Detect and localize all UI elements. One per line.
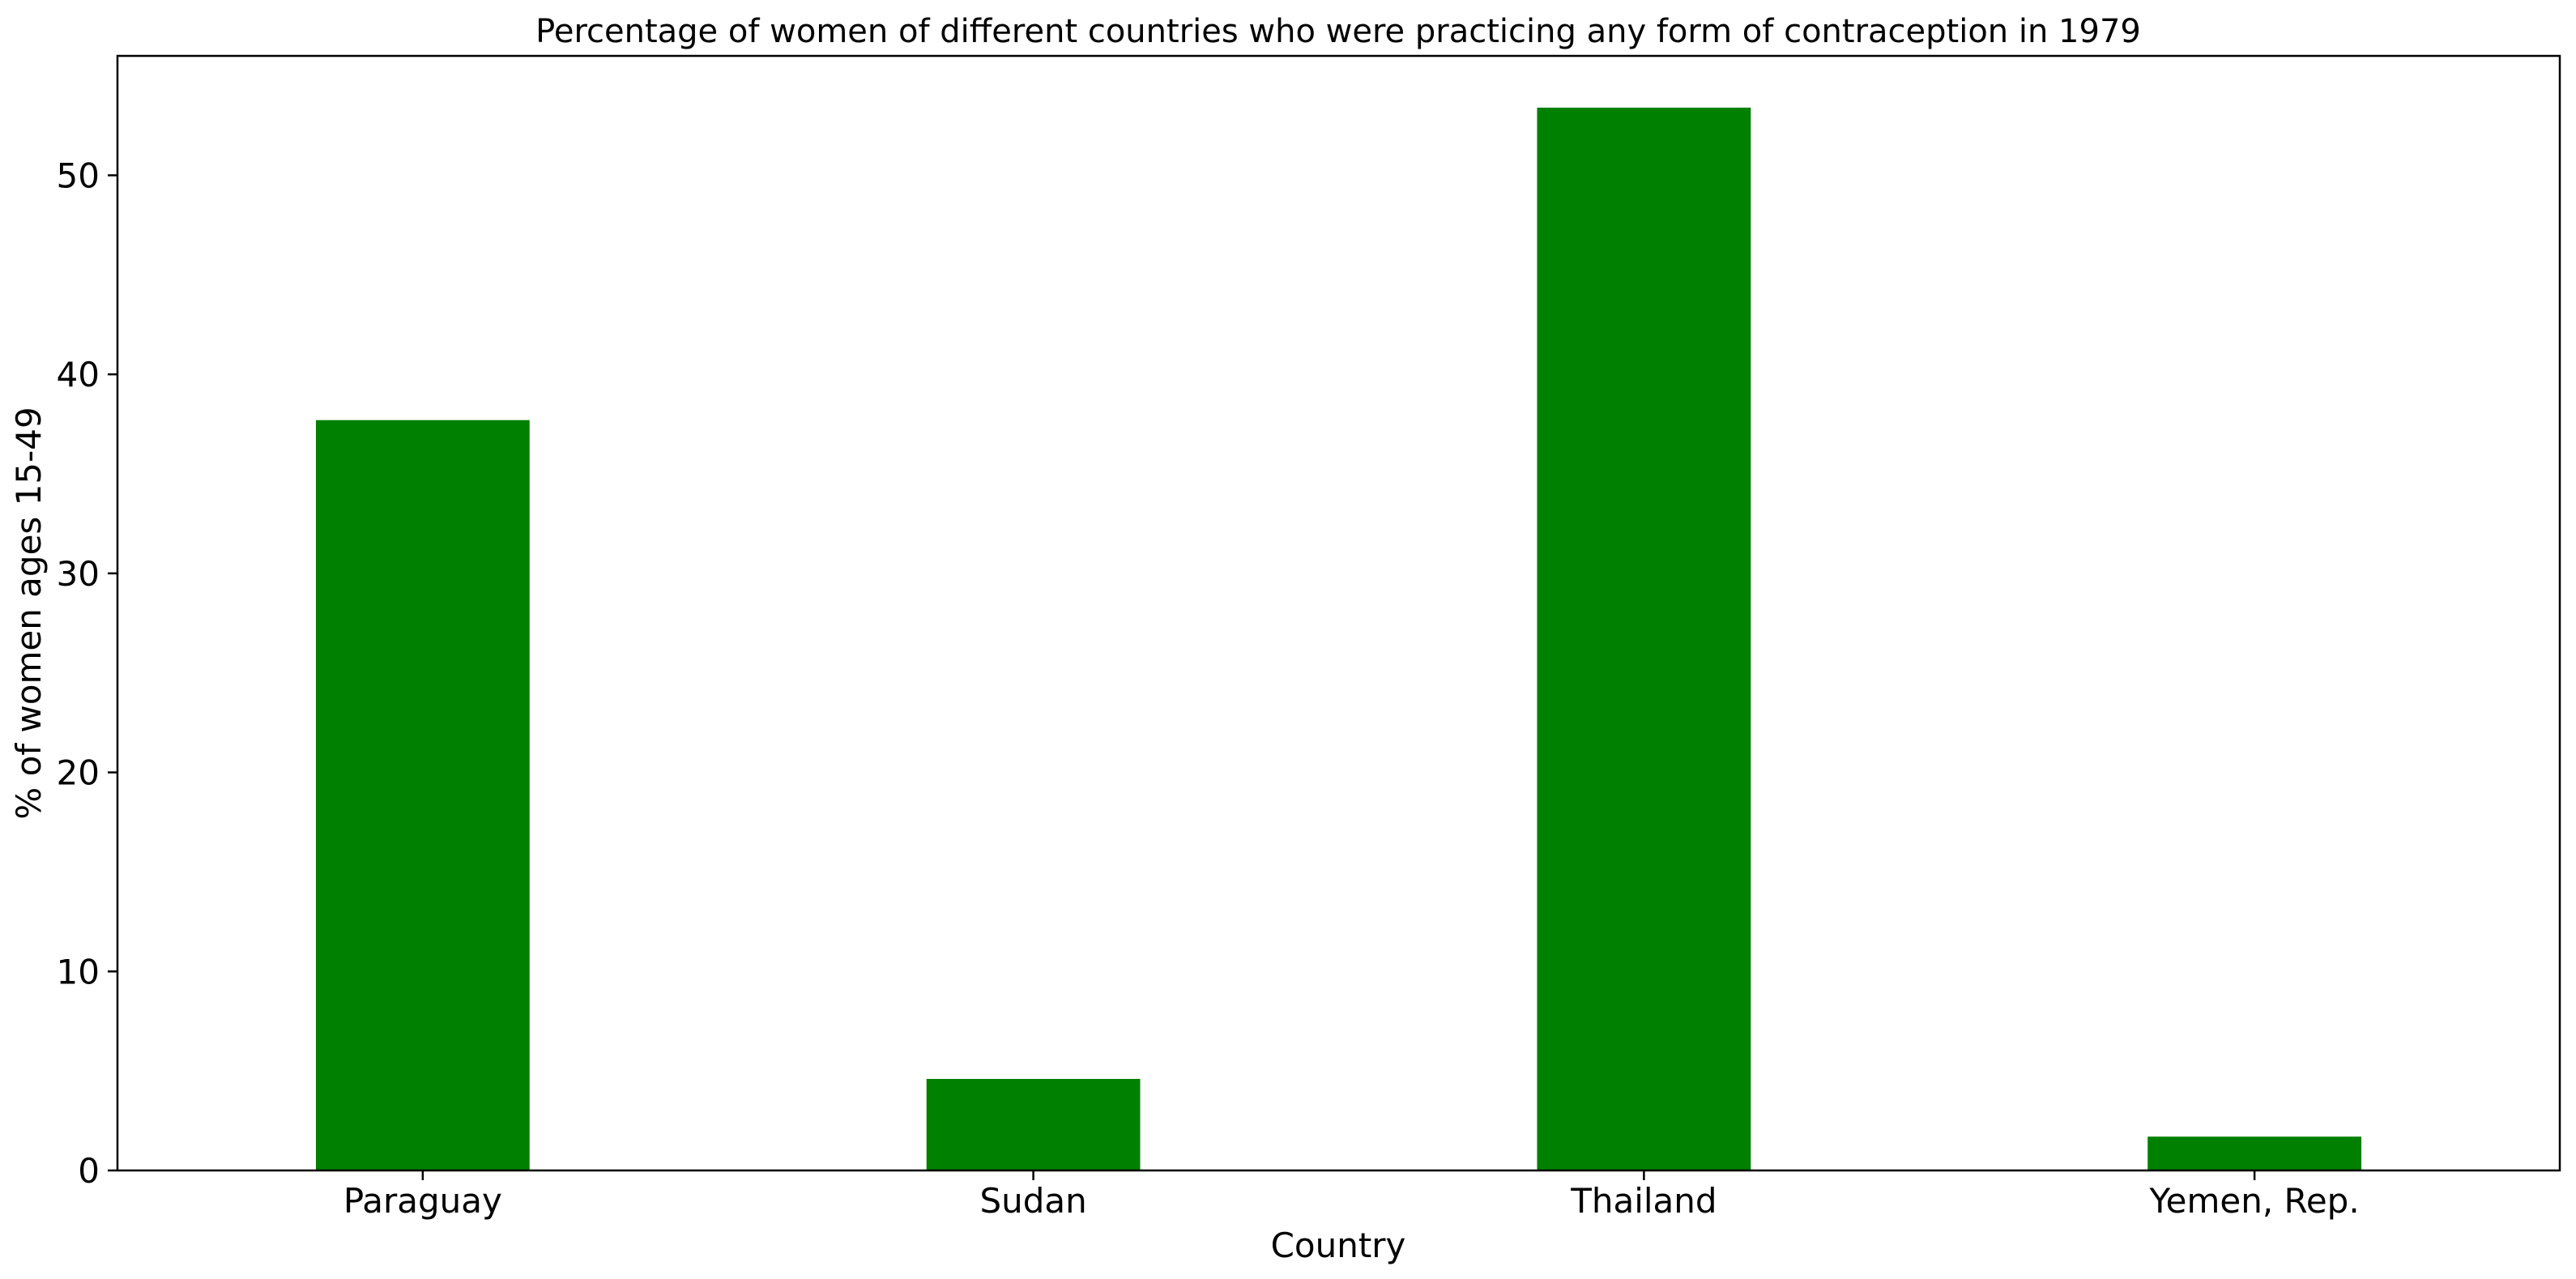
- bar-yemen-rep: [2147, 1136, 2362, 1170]
- ticks-layer: Paraguay Sudan Thailand Yemen, Rep. 0 10 20 30 4…: [57, 156, 2360, 1221]
- y-tick-label: 10: [57, 952, 100, 991]
- y-tick-label: 40: [57, 355, 100, 394]
- plot-frame: [116, 54, 2561, 1172]
- x-axis-label: Country: [1271, 1226, 1406, 1265]
- y-tick-label: 50: [57, 156, 100, 195]
- y-axis-label: % of women ages 15-49: [9, 407, 49, 819]
- x-tick-label: Thailand: [1570, 1181, 1717, 1221]
- bar-paraguay: [315, 420, 530, 1170]
- x-tick-label: Paraguay: [343, 1181, 502, 1221]
- bars-layer: [315, 107, 2362, 1170]
- bar-thailand: [1537, 107, 1751, 1170]
- bar-sudan: [926, 1078, 1141, 1170]
- x-tick-label: Yemen, Rep.: [2149, 1181, 2360, 1221]
- x-tick-label: Sudan: [979, 1181, 1086, 1221]
- chart-title: Percentage of women of different countri…: [535, 13, 2141, 50]
- y-tick-label: 20: [57, 753, 100, 793]
- y-tick-label: 0: [78, 1151, 100, 1191]
- y-tick-label: 30: [57, 554, 100, 594]
